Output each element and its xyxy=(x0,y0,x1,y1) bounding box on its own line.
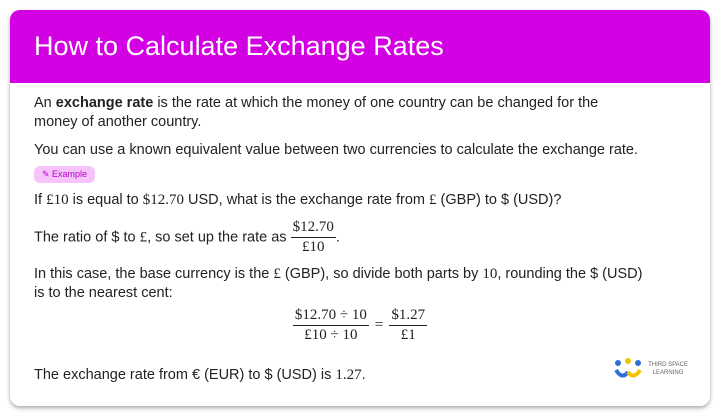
ratio-text: The ratio of $ to £, so set up the rate … xyxy=(34,219,340,255)
equation: $12.70 ÷ 10 £10 ÷ 10 = $1.27 £1 xyxy=(10,306,710,345)
method-text: You can use a known equivalent value bet… xyxy=(34,142,639,158)
question-text: If £10 is equal to $12.70 USD, what is t… xyxy=(34,192,562,208)
header: How to Calculate Exchange Rates xyxy=(10,10,710,83)
ratio-fraction: $12.70 £10 xyxy=(290,219,336,255)
third-space-learning-logo: THIRD SPACE LEARNING xyxy=(614,358,688,380)
equals-sign: = xyxy=(374,317,384,333)
base-text: In this case, the base currency is the £… xyxy=(34,266,643,282)
pencil-icon: ✎ xyxy=(42,169,53,179)
base-text-2: is to the nearest cent: xyxy=(34,285,173,301)
intro-text-2: money of another country. xyxy=(34,114,202,130)
final-text: The exchange rate from € (EUR) to $ (USD… xyxy=(34,367,366,383)
example-badge: ✎ Example xyxy=(34,166,96,183)
logo-icon xyxy=(614,358,642,378)
fraction-right: $1.27 £1 xyxy=(389,307,428,343)
fraction-left: $12.70 ÷ 10 £10 ÷ 10 xyxy=(292,307,369,343)
page-title: How to Calculate Exchange Rates xyxy=(34,31,444,61)
intro-text: An exchange rate is the rate at which th… xyxy=(34,95,599,111)
lesson-card: How to Calculate Exchange Rates An excha… xyxy=(10,10,710,406)
